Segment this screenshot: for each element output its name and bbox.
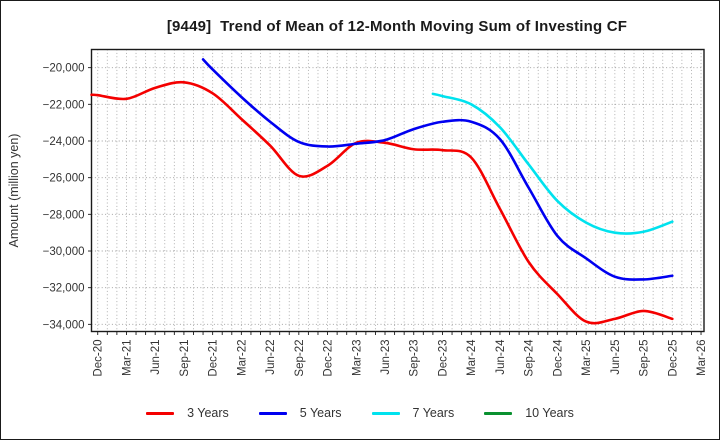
legend-label-5-years: 5 Years (299, 406, 342, 420)
x-tick-label: Dec-25 (667, 340, 679, 377)
x-tick-label: Sep-23 (409, 340, 421, 377)
x-tick-label: Mar-25 (581, 340, 593, 376)
x-tick-label: Sep-25 (639, 340, 651, 377)
chart-title: [9449] Trend of Mean of 12-Month Moving … (166, 18, 628, 35)
y-tick-label: −24,000 (43, 136, 85, 148)
y-tick-label: −20,000 (43, 63, 85, 75)
x-tick-label: Dec-20 (93, 340, 105, 377)
x-tick-label: Jun-22 (265, 340, 277, 375)
series-line-5-years (201, 58, 674, 281)
y-tick-label: −30,000 (43, 246, 85, 258)
legend-line-10-years-icon (484, 411, 513, 415)
legend-label-7-years: 7 Years (412, 406, 455, 420)
gridlines (91, 49, 704, 332)
series-line-7-years (431, 92, 674, 235)
x-tick-label: Jun-21 (150, 340, 162, 375)
x-tick-label: Mar-26 (696, 340, 708, 376)
x-tick-label: Mar-21 (121, 340, 133, 376)
y-axis-title: Amount (million yen) (7, 134, 21, 248)
series-line-3-years (90, 80, 674, 325)
x-tick-label: Dec-23 (437, 340, 449, 377)
y-tick-labels: −20,000 −22,000 −24,000 −26,000 −28,000 −30,0… (43, 63, 85, 332)
x-tick-label: Sep-21 (179, 340, 191, 377)
legend-item-5-years: 5 Years (258, 406, 342, 420)
legend-item-3-years: 3 Years (146, 406, 229, 420)
x-tick-label: Mar-23 (351, 340, 363, 376)
y-tick-label: −32,000 (43, 283, 85, 295)
x-tick-label: Jun-23 (380, 340, 392, 375)
x-tick-label: Dec-24 (552, 339, 564, 377)
x-tick-label: Jun-24 (495, 339, 507, 375)
legend-line-7-years-icon (371, 411, 400, 415)
y-tick-label: −28,000 (43, 209, 85, 221)
chart-legend: 3 Years 5 Years 7 Years 10 Years (1, 406, 719, 420)
y-tick-label: −34,000 (43, 319, 85, 331)
y-tick-label: −26,000 (43, 173, 85, 185)
legend-item-10-years: 10 Years (484, 406, 574, 420)
legend-item-7-years: 7 Years (371, 406, 455, 420)
legend-line-5-years-icon (258, 411, 287, 415)
plot-border (90, 48, 705, 333)
x-tick-label: Sep-22 (294, 340, 306, 377)
x-tick-label: Dec-21 (208, 340, 220, 377)
x-tick-label: Dec-22 (323, 340, 335, 377)
x-tick-label: Sep-24 (524, 339, 536, 377)
legend-line-3-years-icon (146, 411, 175, 415)
x-tick-label: Mar-22 (236, 340, 248, 376)
legend-label-10-years: 10 Years (525, 406, 574, 420)
x-tick-labels: Dec-20 Mar-21 Jun-21 Sep-21 Dec-21 Mar-22 Jun-… (93, 339, 708, 377)
x-tick-label: Jun-25 (610, 340, 622, 375)
x-tick-label: Mar-24 (466, 339, 478, 376)
series-lines (90, 58, 674, 325)
legend-label-3-years: 3 Years (187, 406, 229, 420)
y-tick-label: −22,000 (43, 99, 85, 111)
